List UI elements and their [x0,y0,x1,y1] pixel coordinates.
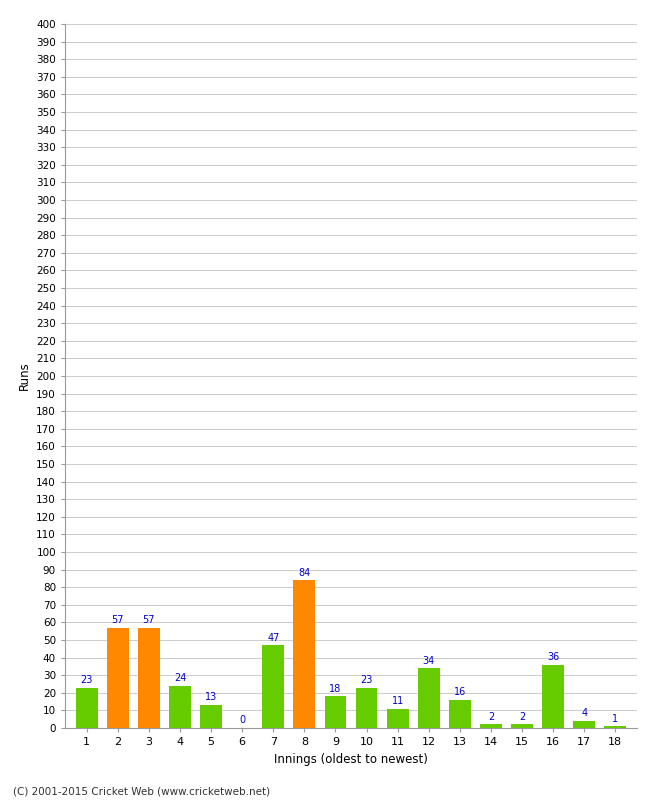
Bar [169,686,191,728]
Text: 23: 23 [360,675,372,685]
Bar [138,628,160,728]
Text: 34: 34 [422,655,435,666]
Text: 36: 36 [547,652,559,662]
Bar [356,687,378,728]
Bar [107,628,129,728]
Text: 13: 13 [205,693,217,702]
Bar [418,668,439,728]
Text: (C) 2001-2015 Cricket Web (www.cricketweb.net): (C) 2001-2015 Cricket Web (www.cricketwe… [13,786,270,796]
Text: 11: 11 [391,696,404,706]
Text: 24: 24 [174,673,186,683]
Bar [200,705,222,728]
Text: 57: 57 [143,615,155,625]
Bar [542,665,564,728]
Text: 2: 2 [488,712,494,722]
Text: 1: 1 [612,714,618,723]
Bar [76,687,98,728]
Text: 57: 57 [112,615,124,625]
Text: 18: 18 [330,684,342,694]
Bar [387,709,408,728]
Text: 84: 84 [298,567,311,578]
Bar [263,646,284,728]
Bar [324,696,346,728]
Bar [511,725,533,728]
Y-axis label: Runs: Runs [18,362,31,390]
Text: 16: 16 [454,687,466,697]
Text: 4: 4 [581,708,587,718]
Bar [604,726,626,728]
X-axis label: Innings (oldest to newest): Innings (oldest to newest) [274,753,428,766]
Bar [480,725,502,728]
Text: 47: 47 [267,633,280,642]
Text: 2: 2 [519,712,525,722]
Bar [573,721,595,728]
Bar [449,700,471,728]
Text: 0: 0 [239,715,245,726]
Text: 23: 23 [81,675,93,685]
Bar [294,580,315,728]
